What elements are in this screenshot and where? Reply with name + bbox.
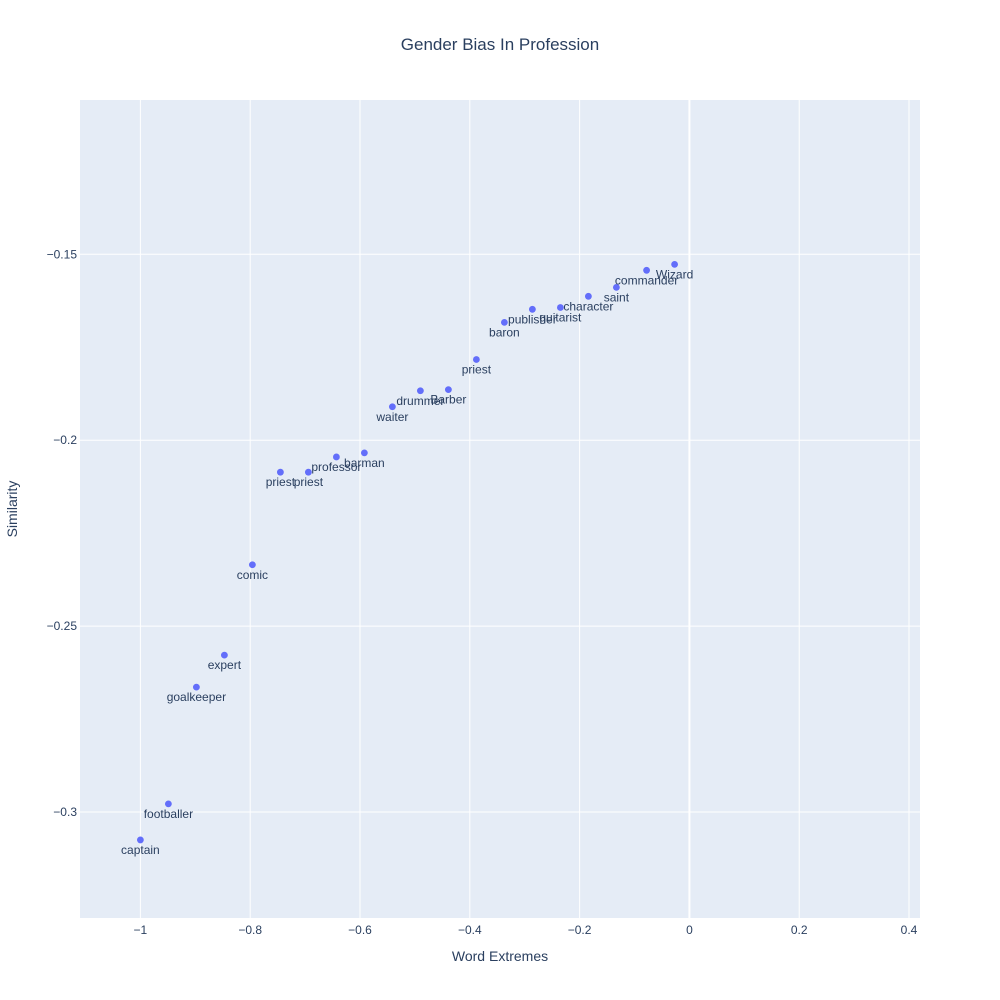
data-point bbox=[388, 403, 396, 411]
data-point bbox=[444, 386, 452, 394]
point-label: footballer bbox=[144, 807, 193, 821]
point-label: guitarist bbox=[539, 310, 582, 324]
y-tick-label: −0.3 bbox=[53, 805, 77, 819]
point-label: priest bbox=[266, 475, 296, 489]
point-label: commander bbox=[615, 273, 678, 287]
data-point bbox=[612, 283, 620, 291]
data-point bbox=[671, 260, 678, 268]
point-label: character bbox=[563, 299, 613, 313]
data-point bbox=[248, 561, 256, 569]
point-label: goalkeeper bbox=[167, 690, 226, 704]
x-tick-label: −0.6 bbox=[348, 923, 372, 937]
y-gridlines bbox=[80, 253, 920, 813]
point-label: captain bbox=[121, 843, 160, 857]
y-tick-label: −0.2 bbox=[53, 433, 77, 447]
point-label: comic bbox=[237, 568, 268, 582]
y-axis-title: Similarity bbox=[4, 481, 20, 538]
data-point bbox=[584, 292, 592, 300]
x-tick-label: 0.4 bbox=[901, 923, 918, 937]
y-tick-label: −0.25 bbox=[47, 619, 78, 633]
data-point bbox=[192, 683, 200, 691]
point-label: priest bbox=[462, 363, 492, 377]
data-point bbox=[276, 468, 284, 476]
point-label: priest bbox=[294, 475, 324, 489]
x-axis-title: Word Extremes bbox=[452, 948, 548, 964]
point-labels: captain footballer goalkeeper expert comic pr… bbox=[121, 267, 693, 857]
data-point bbox=[528, 305, 536, 313]
x-gridlines bbox=[139, 100, 910, 918]
data-point bbox=[220, 651, 228, 659]
point-label: drummer bbox=[396, 394, 444, 408]
y-tick-labels: −0.15 −0.2 −0.25 −0.3 bbox=[47, 247, 78, 819]
data-point bbox=[304, 468, 312, 476]
data-point bbox=[472, 356, 480, 363]
data-point bbox=[360, 449, 368, 457]
point-label: expert bbox=[208, 658, 242, 672]
plot-background bbox=[80, 100, 920, 918]
x-tick-label: −0.8 bbox=[238, 923, 262, 937]
point-label: barman bbox=[344, 456, 385, 470]
point-label: saint bbox=[604, 290, 630, 304]
x-tick-label: −0.2 bbox=[568, 923, 592, 937]
data-point bbox=[500, 318, 508, 326]
x-tick-label: −0.4 bbox=[458, 923, 482, 937]
data-point bbox=[164, 800, 172, 808]
point-label: waiter bbox=[375, 410, 408, 424]
point-label: professor bbox=[311, 460, 361, 474]
point-label: Wizard bbox=[656, 267, 693, 281]
point-label: Barber bbox=[430, 393, 466, 407]
data-point bbox=[136, 836, 144, 844]
data-point bbox=[556, 304, 564, 311]
data-point bbox=[643, 266, 650, 274]
data-point bbox=[332, 453, 340, 461]
y-tick-label: −0.15 bbox=[47, 247, 78, 261]
chart-title: Gender Bias In Profession bbox=[401, 35, 599, 54]
data-point bbox=[416, 387, 424, 395]
x-tick-label: −1 bbox=[134, 923, 148, 937]
x-tick-label: 0.2 bbox=[791, 923, 808, 937]
x-tick-labels: −1 −0.8 −0.6 −0.4 −0.2 0 0.2 0.4 bbox=[134, 923, 918, 937]
data-points bbox=[136, 260, 678, 844]
point-label: baron bbox=[489, 325, 520, 339]
x-tick-label: 0 bbox=[686, 923, 693, 937]
point-label: publisher bbox=[508, 312, 557, 326]
